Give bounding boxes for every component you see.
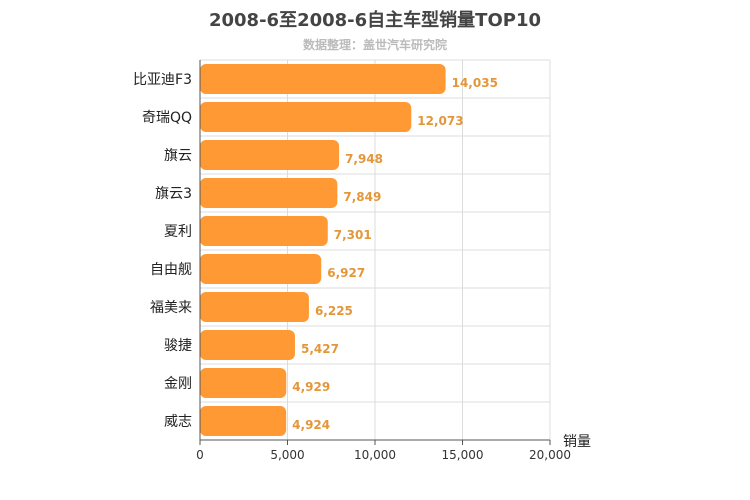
chart-title: 2008-6至2008-6自主车型销量TOP10	[208, 10, 541, 31]
data-label: 14,035	[452, 76, 498, 90]
data-label: 12,073	[417, 114, 463, 128]
category-label: 自由舰	[150, 262, 192, 278]
category-label: 金刚	[164, 376, 192, 392]
category-label: 旗云	[164, 148, 192, 164]
data-label: 7,301	[334, 228, 372, 242]
data-label: 6,225	[315, 304, 353, 318]
bar	[200, 216, 328, 246]
bars-group: 比亚迪F3 14,035 奇瑞QQ 12,073 旗云 7,948 旗云3 7,849 夏利 7,…	[133, 64, 498, 436]
x-tick-label: 15,000	[442, 448, 484, 462]
category-label: 骏捷	[164, 338, 192, 354]
category-label: 比亚迪F3	[133, 72, 192, 88]
data-label: 5,427	[301, 342, 339, 356]
axes-group: 0 5,000 10,000 15,000 20,000	[196, 60, 571, 462]
category-label: 威志	[164, 414, 192, 430]
x-tick-label: 10,000	[354, 448, 396, 462]
category-label: 夏利	[164, 224, 192, 240]
bar	[200, 140, 340, 170]
category-label: 福美来	[150, 300, 192, 316]
x-tick-label: 5,000	[270, 448, 304, 462]
data-label: 4,929	[292, 380, 330, 394]
x-tick-label: 20,000	[529, 448, 571, 462]
bar	[200, 64, 446, 94]
bar	[200, 368, 287, 398]
bar	[200, 102, 412, 132]
data-label: 7,849	[343, 190, 381, 204]
chart-subtitle: 数据整理：盖世汽车研究院	[302, 38, 447, 52]
bar	[200, 406, 287, 436]
data-label: 4,924	[292, 418, 330, 432]
bar	[200, 292, 309, 322]
x-tick-label: 0	[196, 448, 204, 462]
x-axis-title: 销量	[563, 434, 591, 450]
bar	[200, 330, 295, 360]
category-label: 奇瑞QQ	[142, 109, 192, 126]
category-label: 旗云3	[155, 186, 192, 202]
bar	[200, 178, 338, 208]
bar	[200, 254, 322, 284]
data-label: 7,948	[345, 152, 383, 166]
data-label: 6,927	[327, 266, 365, 280]
